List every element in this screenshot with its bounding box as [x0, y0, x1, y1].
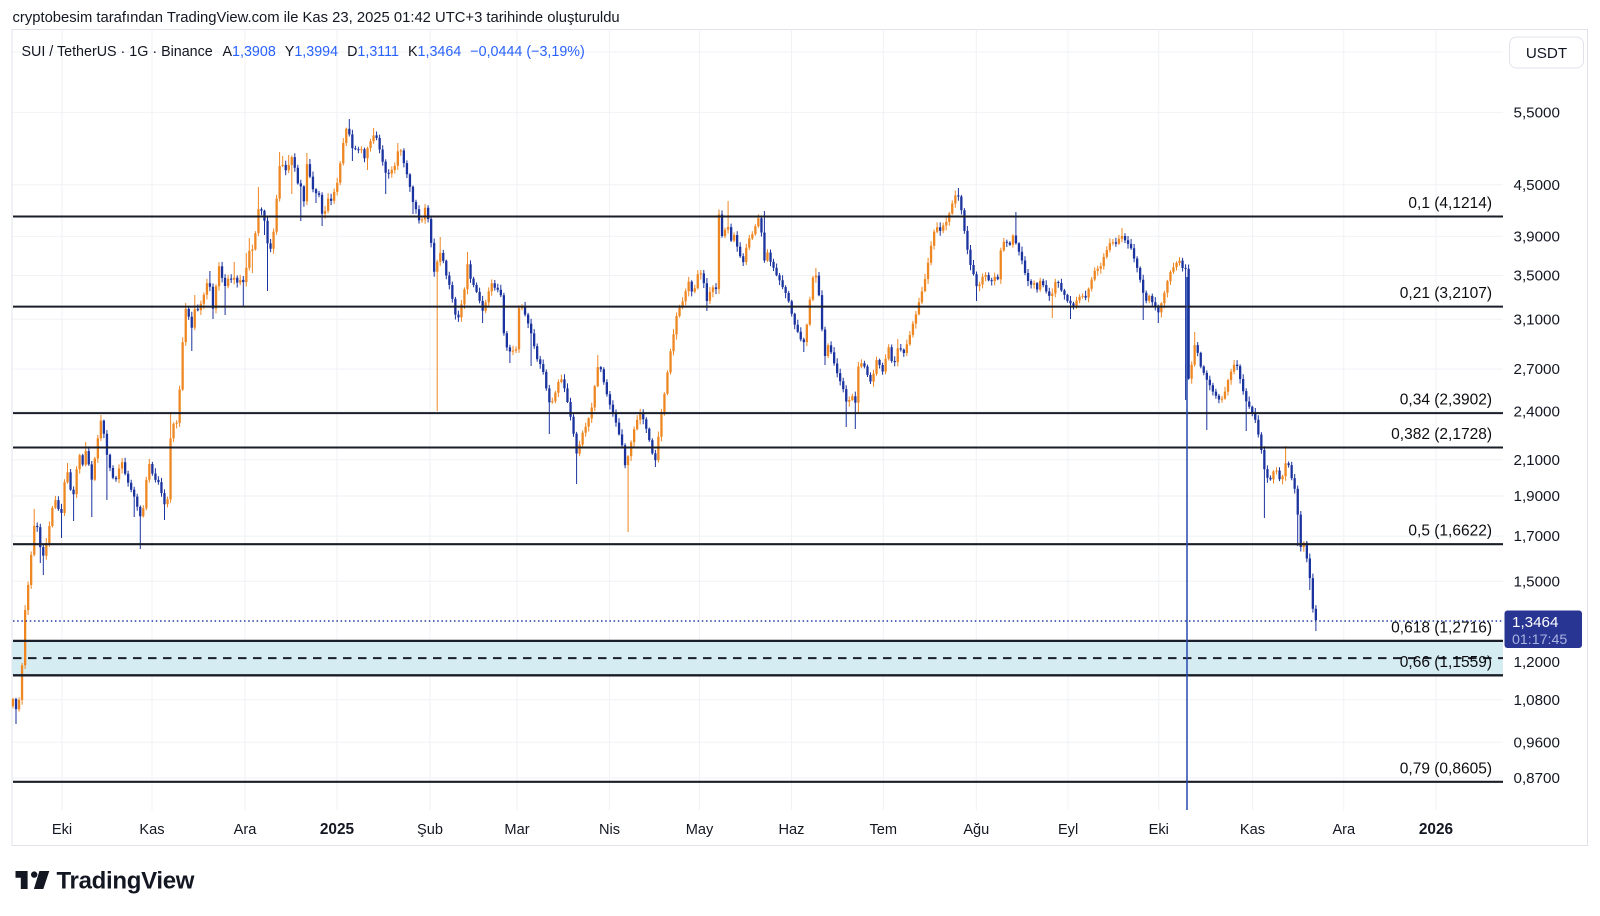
svg-text:1,9000: 1,9000: [1514, 488, 1560, 505]
svg-text:01:17:45: 01:17:45: [1512, 632, 1567, 648]
svg-text:2,4000: 2,4000: [1514, 404, 1560, 421]
svg-text:Eyl: Eyl: [1058, 822, 1078, 838]
svg-text:0,5 (1,6622): 0,5 (1,6622): [1408, 523, 1492, 540]
svg-text:Haz: Haz: [779, 822, 805, 838]
svg-text:USDT: USDT: [1526, 45, 1567, 62]
svg-text:0,79 (0,8605): 0,79 (0,8605): [1400, 760, 1492, 777]
svg-text:0,1 (4,1214): 0,1 (4,1214): [1408, 195, 1492, 212]
svg-text:0,618 (1,2716): 0,618 (1,2716): [1391, 619, 1492, 636]
svg-text:1,7000: 1,7000: [1514, 528, 1560, 545]
svg-text:1,3464: 1,3464: [1512, 614, 1558, 631]
svg-text:0,66 (1,1559): 0,66 (1,1559): [1400, 654, 1492, 671]
svg-text:Eki: Eki: [52, 822, 72, 838]
svg-text:0,8700: 0,8700: [1514, 770, 1560, 787]
svg-text:4,5000: 4,5000: [1514, 177, 1560, 194]
svg-text:cryptobesim tarafından Trading: cryptobesim tarafından TradingView.com i…: [13, 10, 620, 26]
svg-text:Mar: Mar: [504, 822, 529, 838]
svg-text:1,2000: 1,2000: [1514, 654, 1560, 671]
svg-text:Ağu: Ağu: [963, 822, 989, 838]
svg-text:1,0800: 1,0800: [1514, 692, 1560, 709]
svg-text:3,5000: 3,5000: [1514, 268, 1560, 285]
svg-text:May: May: [686, 822, 714, 838]
svg-text:2,7000: 2,7000: [1514, 361, 1560, 378]
svg-text:Eki: Eki: [1149, 822, 1169, 838]
svg-text:1,5000: 1,5000: [1514, 573, 1560, 590]
svg-text:0,21 (3,2107): 0,21 (3,2107): [1400, 285, 1492, 302]
svg-text:0,9600: 0,9600: [1514, 734, 1560, 751]
svg-text:SUI / TetherUS · 1G · Binance: SUI / TetherUS · 1G · Binance: [22, 44, 213, 60]
svg-text:TradingView: TradingView: [57, 868, 195, 895]
svg-text:2,1000: 2,1000: [1514, 452, 1560, 469]
svg-text:Tem: Tem: [870, 822, 898, 838]
svg-text:3,9000: 3,9000: [1514, 228, 1560, 245]
svg-text:Nis: Nis: [599, 822, 620, 838]
svg-text:Ara: Ara: [234, 822, 258, 838]
svg-text:Kas: Kas: [1240, 822, 1265, 838]
svg-text:5,5000: 5,5000: [1514, 104, 1560, 121]
svg-text:0,382 (2,1728): 0,382 (2,1728): [1391, 426, 1492, 443]
svg-text:2026: 2026: [1419, 821, 1453, 838]
svg-text:0,34 (2,3902): 0,34 (2,3902): [1400, 392, 1492, 409]
svg-text:3,1000: 3,1000: [1514, 311, 1560, 328]
svg-text:Kas: Kas: [139, 822, 164, 838]
svg-text:2025: 2025: [320, 821, 355, 838]
svg-text:Şub: Şub: [417, 822, 443, 838]
svg-text:Ara: Ara: [1332, 822, 1356, 838]
